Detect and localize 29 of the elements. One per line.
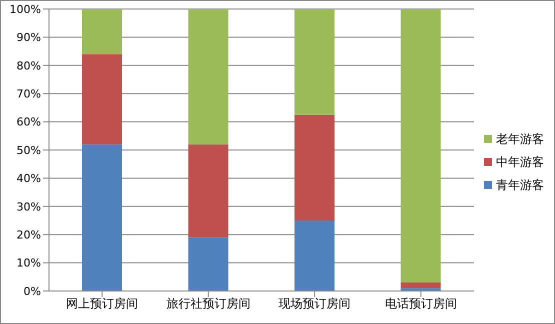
y-tick-label: 100% — [10, 2, 41, 16]
y-tick-label: 10% — [16, 256, 41, 270]
bar — [188, 144, 228, 238]
bar — [188, 9, 228, 144]
bar — [294, 9, 334, 115]
y-tick-label: 50% — [16, 144, 41, 157]
bar — [294, 220, 334, 291]
bar — [294, 114, 334, 220]
y-tick-label: 90% — [16, 31, 41, 44]
y-tick-label: 20% — [16, 228, 41, 242]
bar — [400, 282, 441, 288]
bar — [188, 237, 228, 291]
y-tick-label: 30% — [16, 200, 41, 214]
x-tick-label: 旅行社预订房间 — [166, 296, 250, 311]
x-tick-label: 网上预订房间 — [66, 296, 138, 311]
legend-label: 青年游客 — [496, 176, 544, 194]
y-tick-label: 0% — [24, 284, 41, 298]
y-tick-label: 60% — [16, 116, 41, 129]
bar — [82, 144, 122, 291]
legend-label: 中年游客 — [496, 154, 544, 170]
legend-label: 老年游客 — [496, 130, 544, 148]
y-tick-label: 40% — [16, 172, 41, 186]
bar — [82, 9, 122, 54]
bar — [400, 9, 441, 283]
x-tick-label: 现场预订房间 — [278, 296, 351, 311]
y-tick-label: 70% — [16, 88, 41, 101]
y-tick-label: 80% — [16, 59, 41, 72]
x-tick-label: 电话预订房间 — [384, 296, 457, 311]
bar — [82, 54, 122, 144]
